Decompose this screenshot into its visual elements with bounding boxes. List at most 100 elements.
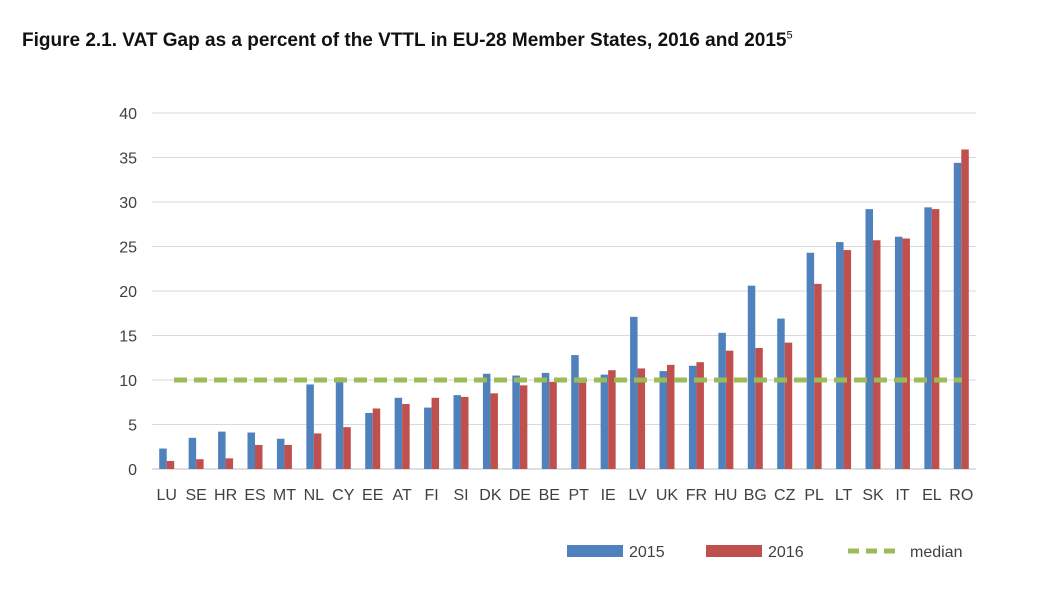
bar-MT-2016	[284, 444, 292, 469]
bar-BG-2015	[747, 285, 756, 469]
y-tick-label-0: 0	[128, 462, 137, 479]
bar-BG-2016	[755, 347, 763, 469]
figure-title-text: Figure 2.1. VAT Gap as a percent of the …	[22, 30, 787, 51]
bar-BE-2015	[541, 372, 550, 469]
bar-LT-2016	[843, 250, 852, 469]
y-tick-label-20: 20	[119, 284, 137, 301]
legend-label-2016: 2016	[768, 544, 804, 561]
bar-FR-2016	[696, 362, 704, 469]
x-tick-label-LV: LV	[628, 487, 647, 504]
x-tick-label-ES: ES	[244, 487, 265, 504]
legend-label-2015: 2015	[629, 544, 665, 561]
x-tick-label-SE: SE	[185, 487, 206, 504]
x-tick-label-FI: FI	[424, 487, 438, 504]
x-tick-label-SK: SK	[862, 487, 884, 504]
bar-SI-2015	[453, 395, 461, 469]
x-tick-label-MT: MT	[273, 487, 296, 504]
bar-PL-2015	[806, 252, 815, 469]
x-tick-label-DE: DE	[509, 487, 531, 504]
x-tick-label-HU: HU	[714, 487, 737, 504]
y-tick-label-15: 15	[119, 329, 137, 346]
bar-EE-2015	[365, 412, 373, 469]
legend: 2015 2016 median	[567, 544, 962, 561]
bar-EL-2015	[924, 207, 932, 469]
x-tick-label-FR: FR	[686, 487, 707, 504]
legend-swatch-2015	[567, 545, 623, 557]
bar-SE-2016	[196, 459, 204, 469]
gridlines	[152, 112, 976, 470]
bar-FI-2016	[431, 397, 440, 469]
bar-IT-2015	[894, 236, 903, 469]
x-tick-label-SI: SI	[453, 487, 468, 504]
bar-ES-2016	[255, 444, 263, 469]
y-tick-label-35: 35	[119, 151, 137, 168]
bar-NL-2015	[306, 384, 314, 469]
x-tick-label-EE: EE	[362, 487, 383, 504]
x-tick-label-HR: HR	[214, 487, 237, 504]
x-tick-label-EL: EL	[922, 487, 942, 504]
y-tick-label-10: 10	[119, 373, 137, 390]
bar-IE-2016	[608, 370, 616, 469]
bar-LU-2016	[166, 460, 175, 469]
x-tick-label-CY: CY	[332, 487, 355, 504]
bar-AT-2016	[402, 404, 410, 469]
figure-title: Figure 2.1. VAT Gap as a percent of the …	[22, 30, 793, 52]
y-tick-label-5: 5	[128, 418, 137, 435]
bar-FR-2015	[688, 365, 697, 469]
bar-PT-2015	[571, 355, 579, 469]
x-tick-label-NL: NL	[304, 487, 325, 504]
bar-AT-2015	[394, 397, 403, 469]
bars	[159, 149, 969, 470]
y-tick-label-25: 25	[119, 240, 137, 257]
bar-HR-2015	[218, 431, 226, 469]
x-tick-label-AT: AT	[393, 487, 412, 504]
legend-swatch-2016	[706, 545, 762, 557]
bar-RO-2015	[953, 162, 962, 469]
x-tick-label-IT: IT	[895, 487, 909, 504]
bar-LU-2015	[159, 448, 167, 469]
x-tick-label-BG: BG	[744, 487, 767, 504]
bar-SE-2015	[188, 437, 197, 469]
bar-UK-2015	[659, 371, 667, 469]
x-tick-label-LU: LU	[156, 487, 176, 504]
y-axis-labels: 0 5 10 15 20 25 30 35 40	[119, 106, 137, 479]
bar-FI-2015	[424, 407, 432, 469]
y-tick-label-30: 30	[119, 195, 137, 212]
bar-UK-2016	[667, 364, 675, 469]
bar-PL-2016	[814, 283, 822, 469]
bar-IT-2016	[902, 238, 910, 469]
x-tick-label-UK: UK	[656, 487, 679, 504]
x-tick-label-RO: RO	[949, 487, 973, 504]
bar-NL-2016	[313, 433, 322, 469]
bar-DE-2016	[519, 385, 528, 469]
bar-HU-2015	[718, 332, 726, 469]
x-tick-label-CZ: CZ	[774, 487, 796, 504]
bar-IE-2015	[600, 374, 609, 469]
y-tick-label-40: 40	[119, 106, 137, 123]
footnote-mark: 5	[786, 29, 793, 42]
bar-MT-2015	[276, 438, 285, 469]
bar-DK-2015	[482, 373, 491, 469]
x-axis-labels: LU SE HR ES MT NL CY EE AT FI SI DK DE BE PT IE LV UK FR HU…	[156, 487, 973, 504]
bar-ES-2015	[247, 432, 255, 469]
bar-CY-2016	[343, 427, 351, 469]
bar-EE-2016	[372, 408, 381, 469]
bar-DK-2016	[490, 393, 498, 469]
x-tick-label-IE: IE	[601, 487, 616, 504]
x-tick-label-LT: LT	[835, 487, 853, 504]
x-tick-label-PL: PL	[804, 487, 824, 504]
bar-BE-2016	[549, 381, 557, 469]
bar-SI-2016	[461, 396, 469, 469]
bar-LV-2015	[630, 316, 638, 469]
bar-HR-2016	[225, 458, 234, 469]
bar-SK-2015	[865, 209, 873, 469]
bar-LT-2015	[836, 242, 844, 469]
bar-RO-2016	[961, 149, 969, 470]
bar-DE-2015	[512, 375, 520, 469]
x-tick-label-PT: PT	[568, 487, 589, 504]
bar-EL-2016	[931, 209, 940, 469]
bar-CZ-2016	[784, 342, 793, 469]
x-tick-label-BE: BE	[539, 487, 560, 504]
bar-SK-2016	[873, 240, 881, 469]
